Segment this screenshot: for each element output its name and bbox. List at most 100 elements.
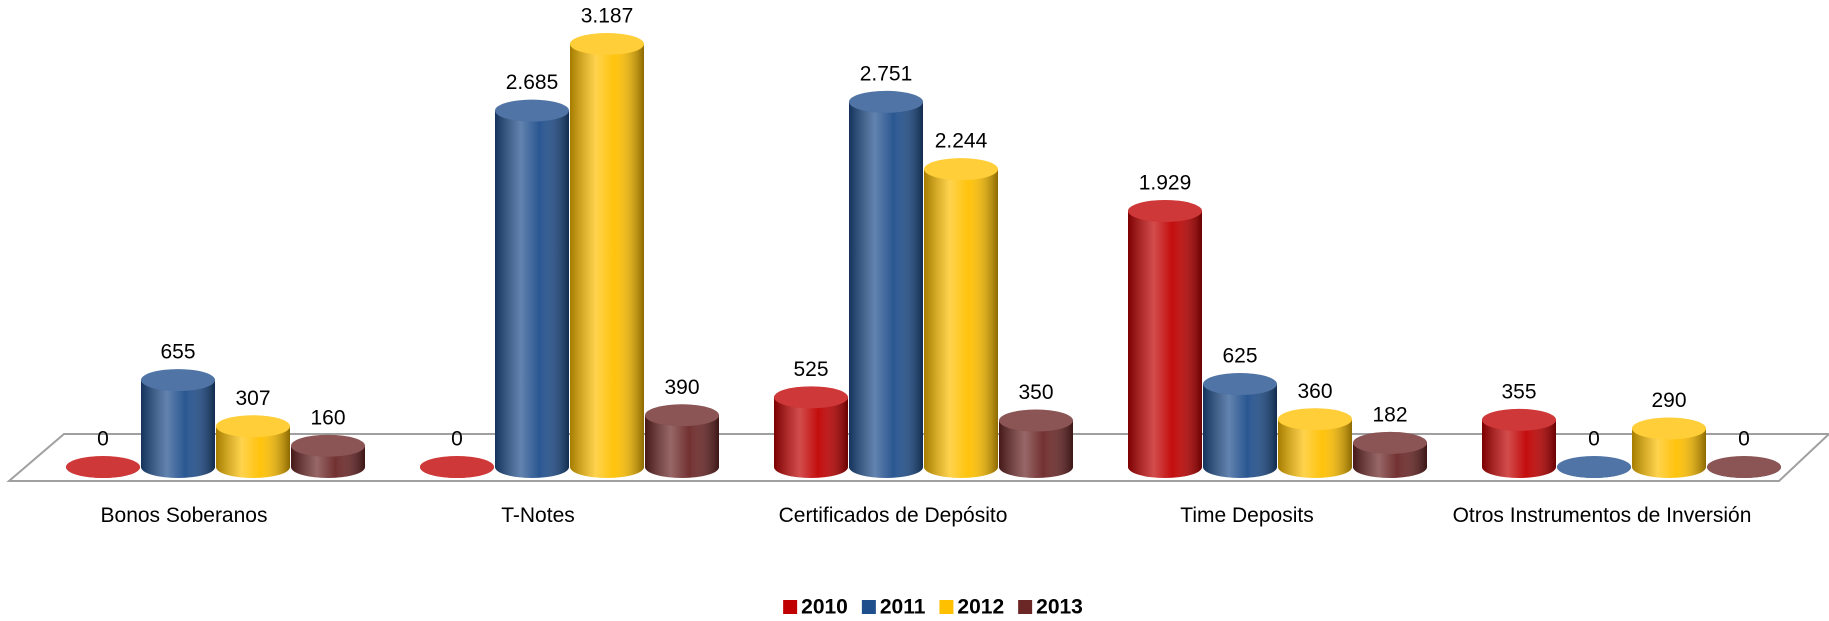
legend-label: 2013 [1036,596,1083,619]
bar [645,404,719,478]
data-label: 525 [793,358,828,381]
bar-shade [1128,210,1202,478]
bar-top [495,99,569,122]
bar-shade [141,380,215,478]
bar-top [291,434,365,457]
bar-top [1353,431,1427,454]
bar [66,456,140,478]
bar-shade [1632,428,1706,478]
bar-top-shine [216,415,290,438]
bar-top [1557,456,1631,478]
legend-label: 2011 [880,596,926,619]
x-tick-label: Bonos Soberanos [100,504,268,527]
bar-shade [645,415,719,478]
bar-top-shine [141,369,215,392]
bar-top-shine [1353,431,1427,454]
data-label: 0 [97,428,109,451]
bar [1128,199,1202,478]
legend-swatch [1018,600,1033,614]
bar-shade [924,169,998,478]
bar-top-shine [1128,199,1202,222]
bar [1203,373,1277,478]
x-tick-label: Otros Instrumentos de Inversión [1452,504,1752,527]
bar-top [420,456,494,478]
bar-shade [1482,419,1556,478]
data-label: 1.929 [1139,172,1192,195]
bar [291,434,365,478]
data-label: 360 [1297,380,1332,403]
x-tick-label: Time Deposits [1180,504,1314,527]
bar-shade [999,420,1073,478]
data-label: 625 [1222,345,1257,368]
bar-top [774,386,848,409]
data-label: 182 [1372,403,1407,426]
bar-top [1278,408,1352,431]
bar-top [1707,456,1781,478]
bar-top [999,409,1073,432]
bar [999,409,1073,478]
legend-swatch [939,600,954,614]
bar-top-shine [999,409,1073,432]
bar-shade [495,110,569,478]
data-label: 390 [664,376,699,399]
legend-label: 2012 [957,596,1004,619]
bar-top [924,158,998,181]
bar-shade [570,44,644,478]
data-label: 0 [1738,428,1750,451]
bar-top-shine [1707,456,1781,478]
bar [774,386,848,478]
bar-shade [849,101,923,479]
bar [570,33,644,478]
bar-top-shine [495,99,569,122]
data-label: 3.187 [581,5,634,28]
bar-shade [774,397,848,478]
bar-top-shine [570,33,644,55]
bar-top-shine [1632,417,1706,440]
legend: 2010 2011 2012 2013 [783,596,1083,619]
bar-shade [1203,384,1277,478]
data-label: 0 [1588,428,1600,451]
data-label: 290 [1651,389,1686,412]
bar-top-shine [1203,373,1277,396]
data-label: 0 [451,428,463,451]
bar-shade [1278,419,1352,478]
bar-top-shine [66,456,140,478]
bar-top [66,456,140,478]
bar-shade [216,426,290,478]
bar-top [570,33,644,55]
bar-top-shine [1278,408,1352,431]
data-label: 350 [1018,381,1053,404]
bar-top [1482,408,1556,431]
bar [1353,431,1427,478]
bar [495,99,569,478]
bar [1707,456,1781,478]
bar-top-shine [291,434,365,457]
bar-top-shine [645,404,719,427]
x-tick-label: Certificados de Depósito [778,504,1008,527]
data-label: 307 [235,387,270,410]
bar-top-shine [774,386,848,409]
bar [420,456,494,478]
bar-top [1632,417,1706,440]
bar [1632,417,1706,478]
bar [924,158,998,478]
bar-top [1203,373,1277,396]
bar-top [849,90,923,113]
bar-top [141,369,215,392]
bar-top-shine [1482,408,1556,431]
data-label: 2.244 [935,130,988,153]
bar-top [1128,199,1202,222]
data-label: 355 [1501,380,1536,403]
legend-label: 2010 [801,596,848,619]
bar-top-shine [849,90,923,113]
legend-swatch [783,600,798,614]
bar [216,415,290,478]
data-label: 2.751 [860,62,913,85]
bar [1482,408,1556,478]
legend-swatch [861,600,876,614]
bar-top [216,415,290,438]
bar-top-shine [1557,456,1631,478]
data-label: 160 [310,406,345,429]
